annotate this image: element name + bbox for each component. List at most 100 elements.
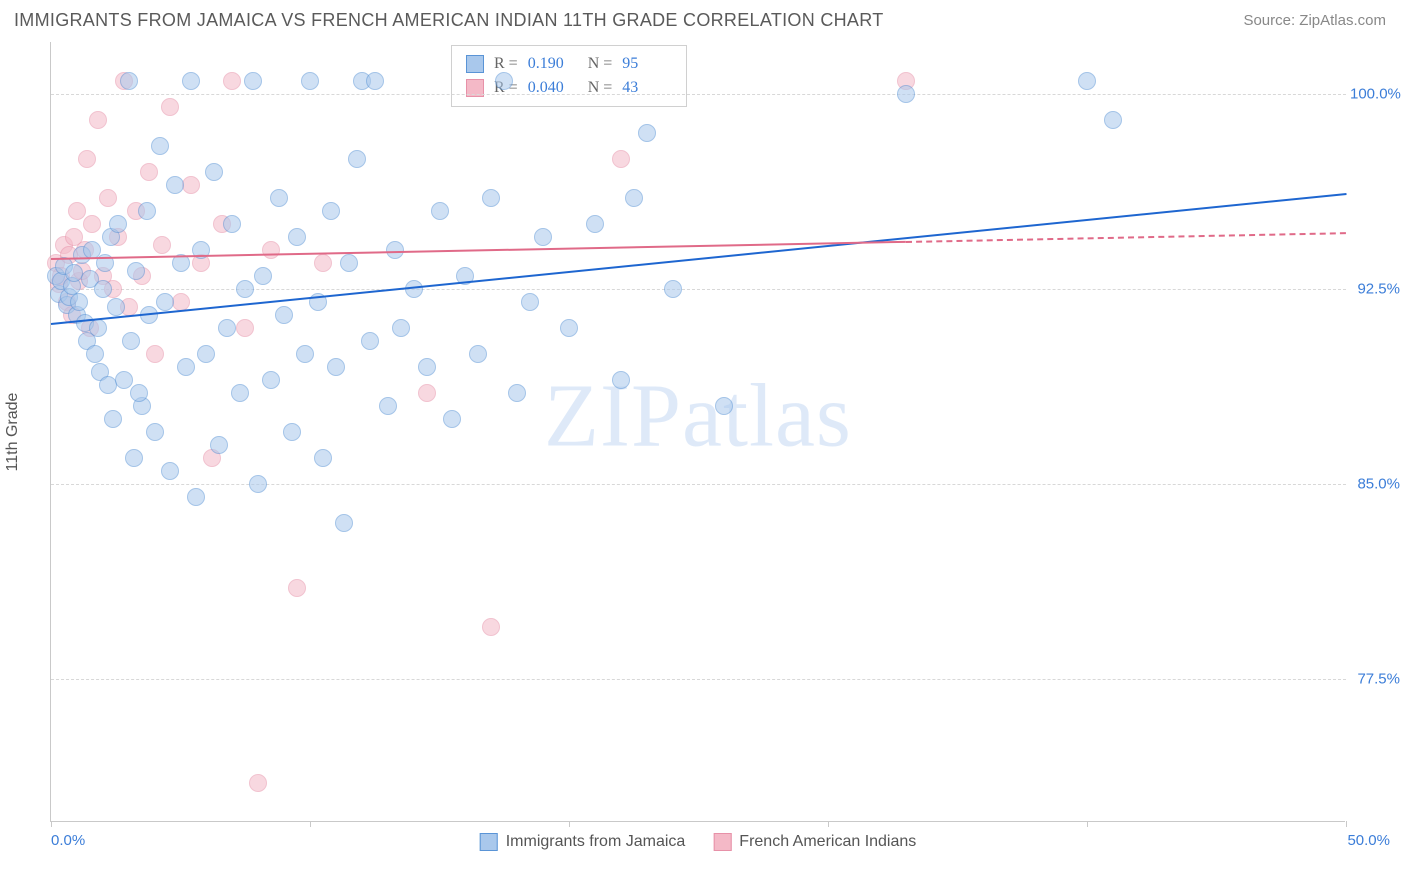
data-point — [392, 319, 410, 337]
data-point — [146, 423, 164, 441]
data-point — [89, 319, 107, 337]
data-point — [521, 293, 539, 311]
data-point — [314, 449, 332, 467]
data-point — [275, 306, 293, 324]
data-point — [140, 163, 158, 181]
data-point — [322, 202, 340, 220]
y-tick-label: 92.5% — [1350, 281, 1400, 298]
legend-swatch — [713, 833, 731, 851]
data-point — [612, 371, 630, 389]
data-point — [68, 202, 86, 220]
legend-row: R =0.190N =95 — [466, 52, 672, 76]
data-point — [327, 358, 345, 376]
data-point — [283, 423, 301, 441]
stat-n-value: 95 — [622, 52, 672, 76]
data-point — [340, 254, 358, 272]
data-point — [335, 514, 353, 532]
correlation-legend: R =0.190N =95R =0.040N =43 — [451, 45, 687, 107]
data-point — [254, 267, 272, 285]
data-point — [120, 72, 138, 90]
series-legend: Immigrants from JamaicaFrench American I… — [480, 833, 917, 851]
data-point — [138, 202, 156, 220]
data-point — [83, 215, 101, 233]
data-point — [288, 228, 306, 246]
data-point — [495, 72, 513, 90]
chart-source: Source: ZipAtlas.com — [1243, 12, 1386, 29]
x-axis-max-label: 50.0% — [1347, 832, 1390, 849]
stat-n-label: N = — [588, 52, 613, 76]
legend-swatch — [466, 55, 484, 73]
data-point — [78, 150, 96, 168]
data-point — [443, 410, 461, 428]
data-point — [361, 332, 379, 350]
x-tick — [1087, 821, 1088, 827]
data-point — [161, 462, 179, 480]
x-tick — [828, 821, 829, 827]
data-point — [210, 436, 228, 454]
stat-r-value: 0.190 — [528, 52, 578, 76]
data-point — [70, 293, 88, 311]
data-point — [612, 150, 630, 168]
data-point — [182, 176, 200, 194]
data-point — [177, 358, 195, 376]
data-point — [104, 410, 122, 428]
data-point — [115, 371, 133, 389]
x-axis-min-label: 0.0% — [51, 832, 85, 849]
data-point — [560, 319, 578, 337]
data-point — [122, 332, 140, 350]
trend-line — [906, 232, 1346, 243]
data-point — [270, 189, 288, 207]
data-point — [146, 345, 164, 363]
data-point — [109, 215, 127, 233]
data-point — [288, 579, 306, 597]
data-point — [314, 254, 332, 272]
grid-line — [51, 94, 1346, 95]
data-point — [262, 371, 280, 389]
stat-r-value: 0.040 — [528, 76, 578, 100]
data-point — [482, 618, 500, 636]
x-tick — [569, 821, 570, 827]
plot-area: ZIPatlas 11th Grade R =0.190N =95R =0.04… — [50, 42, 1345, 822]
y-axis-title: 11th Grade — [4, 392, 22, 471]
data-point — [296, 345, 314, 363]
chart-container: ZIPatlas 11th Grade R =0.190N =95R =0.04… — [50, 42, 1390, 842]
data-point — [262, 241, 280, 259]
data-point — [166, 176, 184, 194]
data-point — [638, 124, 656, 142]
data-point — [236, 319, 254, 337]
data-point — [236, 280, 254, 298]
data-point — [418, 384, 436, 402]
data-point — [127, 262, 145, 280]
stat-n-value: 43 — [622, 76, 672, 100]
data-point — [586, 215, 604, 233]
data-point — [418, 358, 436, 376]
y-tick-label: 77.5% — [1350, 671, 1400, 688]
stat-n-label: N = — [588, 76, 613, 100]
grid-line — [51, 679, 1346, 680]
data-point — [223, 215, 241, 233]
series-legend-item: Immigrants from Jamaica — [480, 833, 686, 851]
data-point — [231, 384, 249, 402]
data-point — [348, 150, 366, 168]
data-point — [249, 774, 267, 792]
data-point — [249, 475, 267, 493]
data-point — [151, 137, 169, 155]
data-point — [379, 397, 397, 415]
data-point — [1078, 72, 1096, 90]
legend-swatch — [480, 833, 498, 851]
data-point — [223, 72, 241, 90]
data-point — [89, 111, 107, 129]
data-point — [99, 189, 117, 207]
data-point — [205, 163, 223, 181]
data-point — [534, 228, 552, 246]
data-point — [715, 397, 733, 415]
y-tick-label: 85.0% — [1350, 476, 1400, 493]
data-point — [161, 98, 179, 116]
chart-title: IMMIGRANTS FROM JAMAICA VS FRENCH AMERIC… — [14, 10, 884, 31]
data-point — [244, 72, 262, 90]
data-point — [125, 449, 143, 467]
series-name: Immigrants from Jamaica — [506, 833, 686, 851]
data-point — [625, 189, 643, 207]
data-point — [366, 72, 384, 90]
data-point — [469, 345, 487, 363]
